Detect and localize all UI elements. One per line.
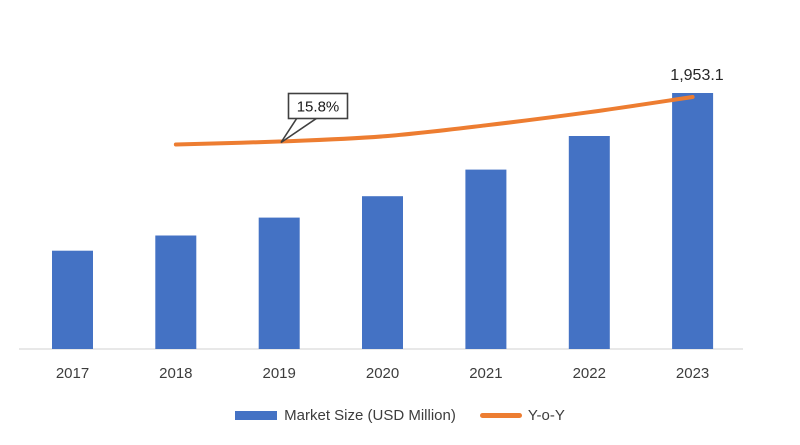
yoy-line	[173, 95, 695, 147]
bar-2023	[672, 93, 714, 349]
legend-item-market-size: Market Size (USD Million)	[235, 407, 456, 424]
bar-2022	[568, 136, 610, 349]
callout-label: 15.8%	[297, 99, 340, 116]
bar-2019	[258, 217, 300, 349]
x-label-2022: 2022	[573, 365, 606, 382]
bar-2020	[362, 196, 403, 349]
x-label-2018: 2018	[159, 365, 192, 382]
x-label-2023: 2023	[676, 365, 709, 382]
legend-line-swatch-icon	[479, 412, 522, 418]
bars-group	[52, 93, 714, 349]
data-label-2023: 1,953.1	[670, 67, 723, 84]
x-axis-labels-group: 2017 2018 2019 2020 2021 2022 2023	[56, 365, 709, 382]
legend-bar-swatch-icon	[235, 410, 278, 420]
x-label-2020: 2020	[366, 365, 399, 382]
legend-item-yoy: Y-o-Y	[479, 406, 565, 424]
legend-label-market-size: Market Size (USD Million)	[284, 406, 456, 424]
bar-2017	[52, 250, 93, 349]
legend-label-yoy: Y-o-Y	[527, 406, 565, 424]
x-label-2017: 2017	[56, 365, 89, 382]
legend: Market Size (USD Million) Y-o-Y	[0, 404, 800, 426]
yoy-callout: 15.8%	[280, 92, 349, 144]
bar-2021	[465, 169, 507, 349]
x-label-2021: 2021	[469, 365, 502, 382]
x-label-2019: 2019	[263, 365, 296, 382]
bar-2018	[155, 235, 197, 349]
callout-box	[287, 92, 349, 120]
